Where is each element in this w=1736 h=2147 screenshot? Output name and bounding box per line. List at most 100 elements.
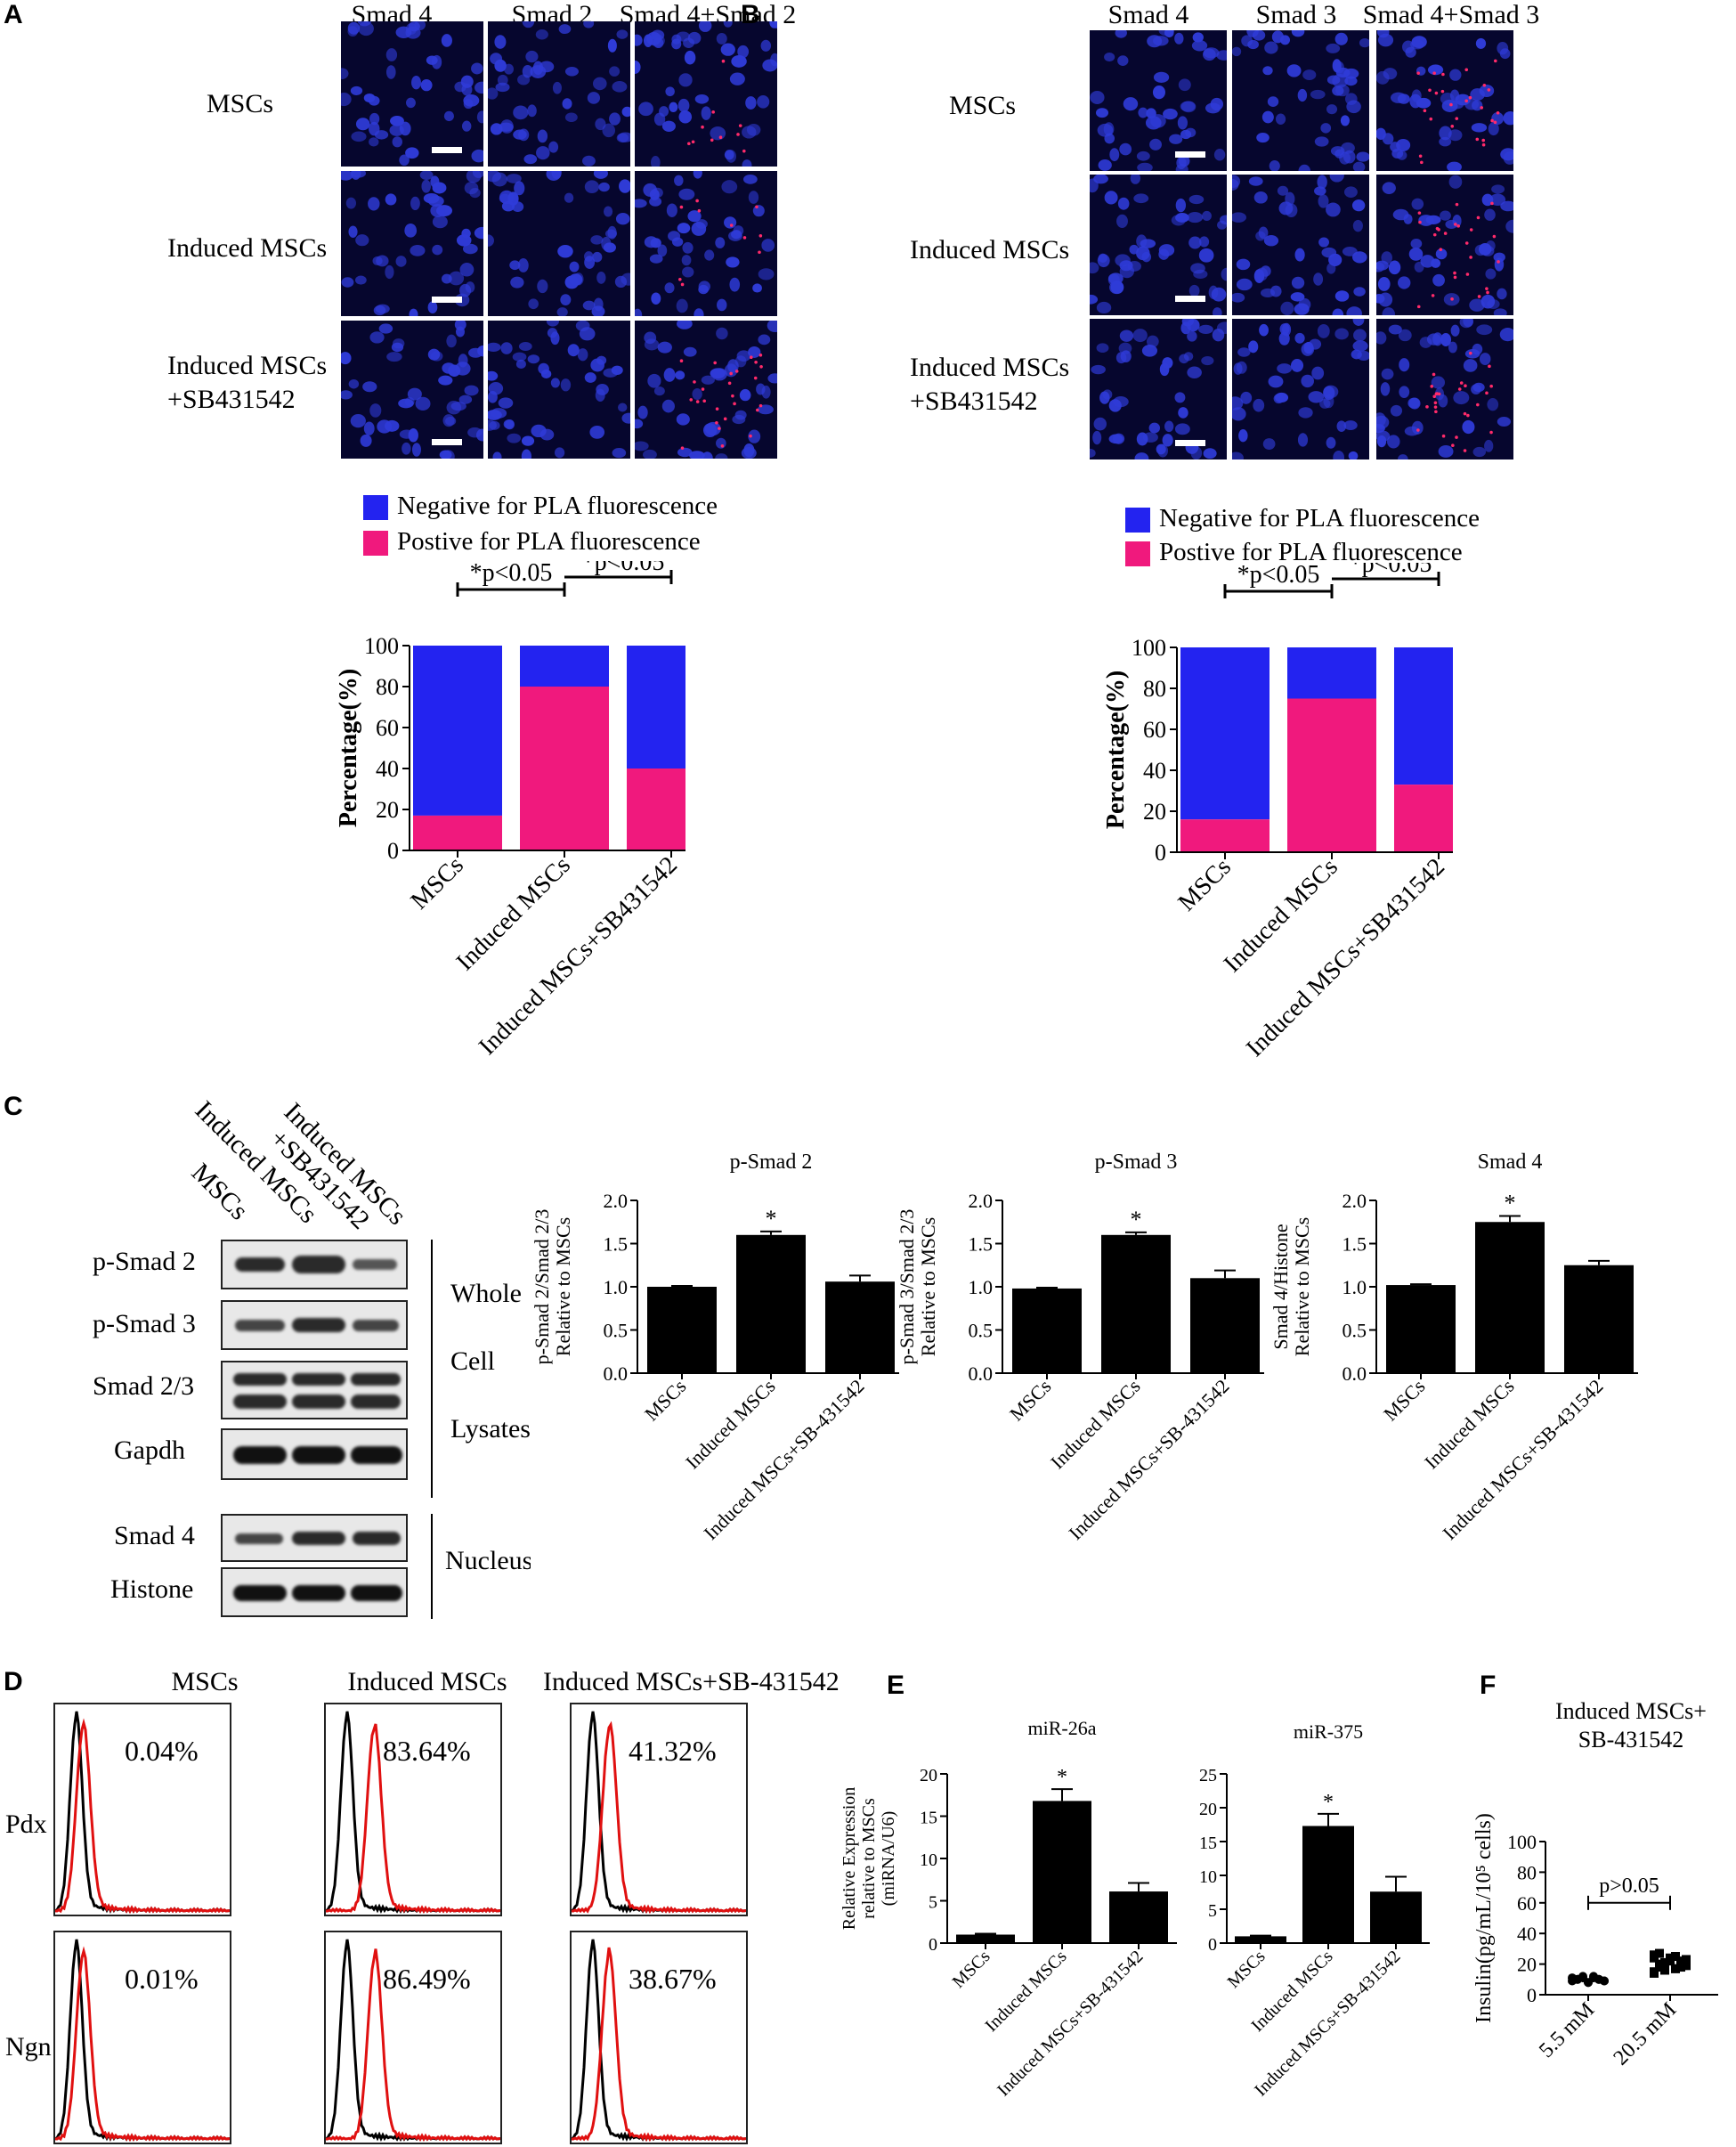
nucleus: [515, 359, 526, 370]
sig-label: *p<0.05: [1237, 563, 1320, 589]
nucleus: [635, 60, 641, 74]
nucleus: [525, 50, 539, 63]
fraction-bracket: [431, 1240, 433, 1498]
pla-dot: [1437, 392, 1441, 396]
nucleus: [1333, 450, 1345, 459]
pla-dot: [734, 370, 739, 373]
pla-dot: [1432, 232, 1437, 237]
nucleus: [1108, 434, 1124, 444]
pla-dot: [1453, 275, 1457, 280]
pla-dot: [1420, 160, 1424, 165]
nucleus: [584, 372, 596, 383]
nucleus: [1340, 115, 1351, 126]
nucleus: [490, 53, 503, 65]
nucleus: [602, 123, 616, 138]
micrograph-texture: [341, 21, 483, 167]
pla-dot: [758, 403, 763, 408]
nucleus: [509, 260, 521, 271]
nucleus: [1382, 133, 1394, 145]
micrograph-texture: [1232, 319, 1369, 459]
pla-dot: [756, 408, 759, 412]
nucleus: [1318, 237, 1329, 248]
nucleus: [558, 24, 572, 35]
nucleus: [1232, 175, 1241, 188]
nucleus: [1118, 342, 1132, 354]
nucleus: [1188, 194, 1205, 205]
blot-row-label: p-Smad 2: [93, 1247, 196, 1276]
nucleus: [1277, 363, 1293, 374]
nucleus: [669, 102, 678, 113]
nucleus: [677, 223, 691, 234]
pla-dot: [1481, 138, 1486, 142]
micrograph-image: [635, 21, 777, 167]
data-point: [1650, 1953, 1659, 1963]
nucleus: [1187, 319, 1200, 332]
nucleus: [1313, 272, 1324, 286]
pla-dot: [1493, 59, 1497, 63]
nucleus: [341, 390, 353, 400]
nucleus: [1134, 452, 1149, 459]
nucleus: [1098, 253, 1107, 264]
nucleus: [1314, 136, 1329, 147]
nucleus: [643, 449, 657, 459]
pla-dot: [1480, 106, 1484, 110]
micro-row-label: +SB431542: [167, 385, 296, 414]
nucleus: [427, 301, 438, 313]
nucleus: [1198, 248, 1214, 263]
nucleus: [1398, 276, 1411, 289]
y-tick-label: 40: [1517, 1923, 1537, 1945]
pla-dot: [679, 359, 684, 363]
bar-segment-positive: [1287, 698, 1376, 852]
micrograph-image: [341, 21, 483, 167]
nucleus: [503, 419, 515, 429]
nucleus: [1093, 417, 1107, 431]
x-tick-label: MSCs: [1224, 1947, 1270, 1992]
nucleus: [517, 257, 529, 272]
pla-dot: [1423, 109, 1427, 113]
bar: [1475, 1222, 1545, 1373]
nucleus: [1221, 267, 1227, 281]
nucleus: [441, 273, 452, 284]
pla-dot: [695, 400, 700, 403]
nucleus: [476, 110, 483, 124]
nucleus: [710, 126, 726, 141]
nucleus: [341, 352, 352, 365]
nucleus: [1117, 197, 1130, 210]
pla-dot: [701, 387, 705, 391]
nucleus: [649, 254, 663, 264]
nucleus: [1248, 340, 1259, 354]
micro-col-header: Smad 4+Smad 3: [1362, 0, 1540, 29]
nucleus: [458, 394, 473, 404]
nucleus: [350, 414, 366, 428]
chart-title: SB-431542: [1578, 1727, 1683, 1753]
nucleus: [1199, 236, 1210, 248]
pla-dot: [1469, 256, 1472, 259]
nucleus: [1353, 287, 1366, 297]
nucleus: [1136, 432, 1148, 446]
nucleus: [1285, 203, 1298, 217]
nucleus: [355, 234, 369, 247]
nucleus: [1090, 90, 1105, 105]
nucleus: [567, 344, 580, 357]
histogram-col-header: MSCs: [171, 1667, 239, 1696]
nucleus: [548, 141, 559, 153]
nucleus: [1153, 36, 1169, 46]
nucleus: [748, 191, 759, 204]
nucleus: [587, 92, 601, 104]
x-tick-label: MSCs: [949, 1947, 994, 1992]
significance-star: *: [1131, 1207, 1142, 1232]
x-tick-label: Induced MSCs+SB-431542: [1438, 1375, 1607, 1544]
nucleus: [560, 378, 572, 392]
nucleus: [1115, 352, 1127, 364]
sample-histogram: [326, 1723, 501, 1915]
nucleus: [446, 400, 462, 415]
nucleus: [1334, 328, 1349, 340]
pla-dot: [755, 205, 758, 209]
nucleus: [767, 373, 777, 384]
micrograph-image: [1376, 175, 1513, 315]
nucleus: [536, 146, 550, 160]
nucleus: [1450, 324, 1460, 337]
nucleus: [657, 244, 668, 257]
chart-title: p-Smad 2: [730, 1151, 813, 1174]
nucleus: [635, 308, 643, 316]
